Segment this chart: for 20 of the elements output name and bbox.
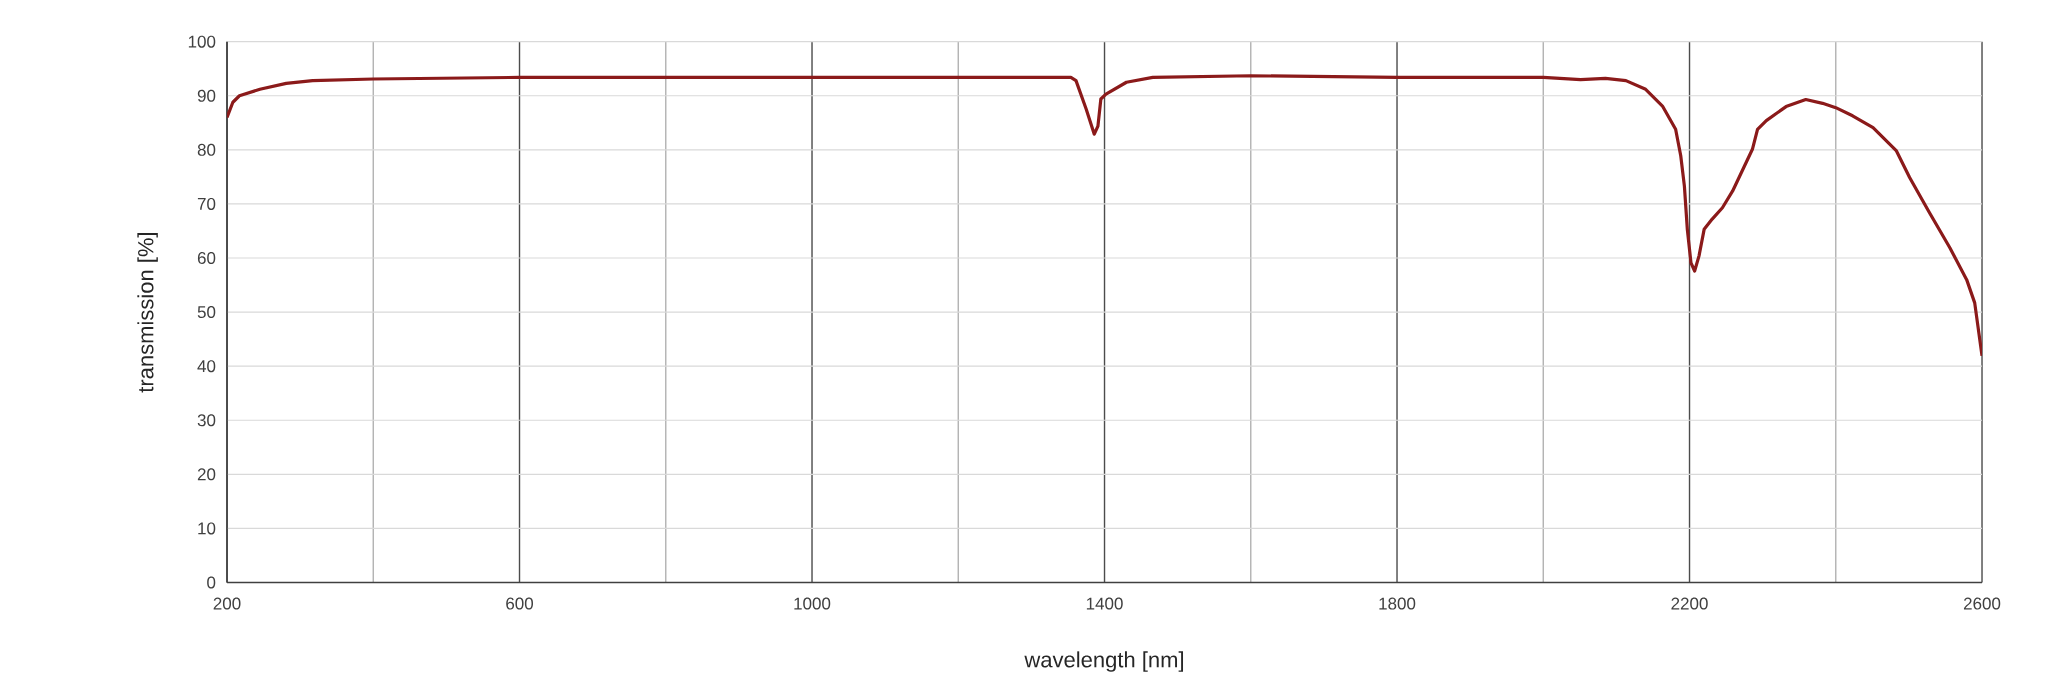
- y-axis-title: transmission [%]: [137, 233, 158, 393]
- y-tick-label: 70: [197, 197, 216, 210]
- x-tick-label: 600: [506, 597, 534, 610]
- y-tick-label: 80: [197, 143, 216, 156]
- y-tick-label: 60: [197, 252, 216, 265]
- x-tick-label: 2200: [1671, 597, 1708, 610]
- y-tick-label: 40: [197, 360, 216, 373]
- x-tick-label: 2600: [1963, 597, 2001, 610]
- y-tick-label: 20: [197, 468, 216, 481]
- y-tick-label: 90: [197, 89, 216, 102]
- y-tick-label: 50: [197, 306, 216, 319]
- y-tick-label: 100: [188, 35, 216, 48]
- x-tick-label: 1800: [1379, 597, 1416, 610]
- y-tick-label: 10: [198, 522, 216, 535]
- x-tick-label: 200: [213, 597, 241, 610]
- y-tick-label: 30: [197, 414, 216, 427]
- x-tick-label: 1400: [1086, 597, 1123, 610]
- x-tick-label: 1000: [794, 597, 831, 610]
- y-tick-label: 0: [207, 576, 216, 589]
- x-axis-title: wavelength [nm]: [1024, 651, 1184, 672]
